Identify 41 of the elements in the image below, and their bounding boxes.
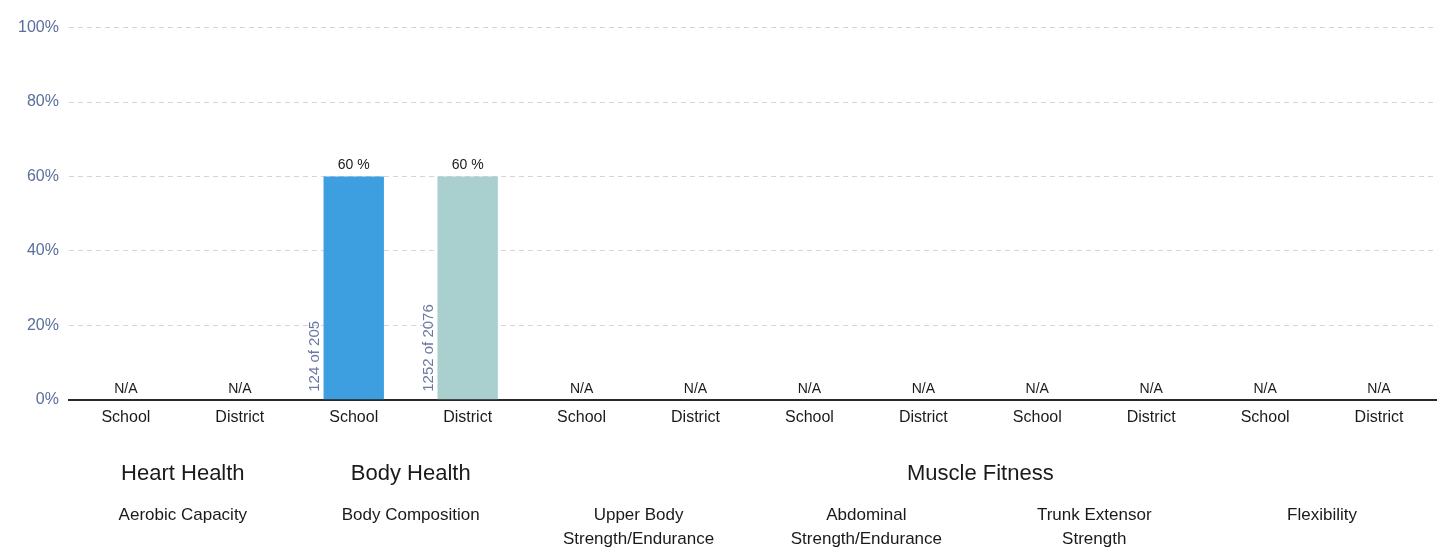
x-tick-label: District — [1354, 407, 1405, 425]
text: N/A — [1025, 379, 1049, 396]
x-tick-label: School — [557, 407, 607, 425]
text: Aerobic Capacity — [118, 505, 248, 524]
x-tick-label: District — [215, 407, 265, 425]
text: N/A — [569, 379, 594, 396]
x-tick-label: District — [898, 407, 949, 425]
text: Body Health — [350, 460, 471, 485]
annotation: 124 of 205 — [304, 320, 322, 392]
data-label: 60 % — [451, 156, 484, 173]
y-tick-label: 60% — [26, 166, 59, 184]
y-tick-label: 0% — [35, 390, 59, 408]
text: Flexibility — [1287, 505, 1358, 524]
annotation: 1252 of 2076 — [418, 304, 436, 392]
y-tick-label: 100% — [18, 18, 59, 36]
x-tick-label: School — [1012, 407, 1062, 425]
x-tick-label: District — [1126, 407, 1177, 425]
y-tick-label: 40% — [26, 241, 59, 259]
text: N/A — [228, 379, 252, 396]
text: N/A — [114, 379, 138, 396]
y-tick-label: 20% — [26, 315, 59, 333]
x-tick-label: School — [1240, 407, 1290, 425]
y-tick-label: 80% — [26, 92, 59, 110]
x-tick-label: District — [671, 407, 721, 425]
text: N/A — [1367, 379, 1391, 396]
text: Trunk Extensor Strength — [1036, 505, 1152, 548]
text: Body Composition — [341, 505, 480, 524]
text: N/A — [683, 379, 708, 396]
text: Upper Body Strength/Endurance — [562, 505, 715, 548]
text: N/A — [797, 379, 822, 396]
text: Muscle Fitness — [906, 460, 1054, 485]
text: N/A — [911, 379, 936, 396]
text: Abdominal Strength/Endurance — [790, 505, 942, 548]
x-tick-label: District — [443, 407, 493, 425]
x-tick-label: School — [329, 407, 379, 425]
x-tick-label: School — [784, 407, 834, 425]
text: N/A — [1139, 379, 1163, 396]
text: N/A — [1253, 379, 1277, 396]
x-tick-label: School — [101, 407, 151, 425]
data-label: 60 % — [337, 156, 370, 173]
text: Heart Health — [121, 460, 245, 485]
